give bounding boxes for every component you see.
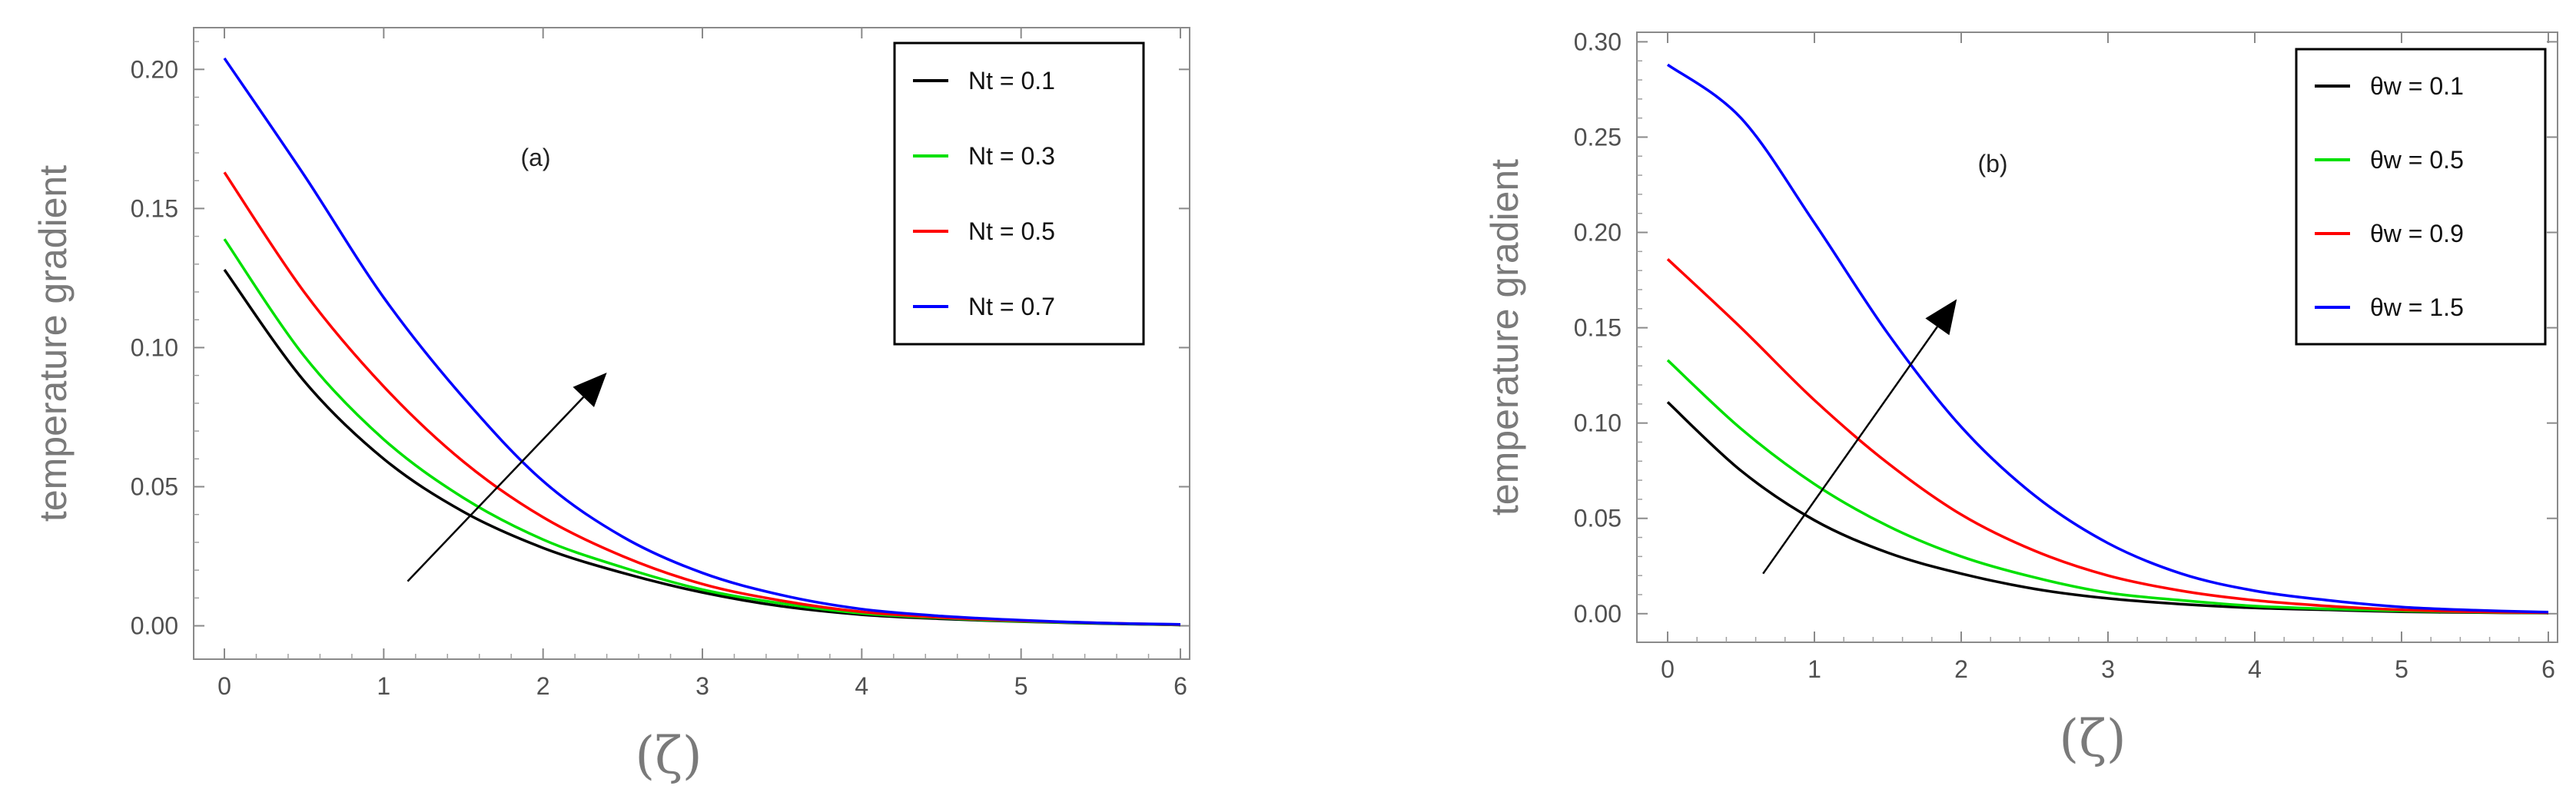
- x-tick-label: 2: [536, 672, 550, 700]
- y-axis-title: temperature gradient: [1483, 159, 1526, 516]
- plot-frame: [1636, 31, 2558, 643]
- x-tick-label: 6: [1173, 672, 1187, 700]
- y-tick-label: 0.30: [1574, 28, 1622, 55]
- x-tick-label: 0: [217, 672, 231, 700]
- series-line-3: [1666, 258, 2549, 615]
- y-tick-label: 0.15: [131, 194, 178, 222]
- x-tick-label: 1: [377, 672, 390, 700]
- x-tick-label: 6: [2541, 655, 2555, 683]
- y-tick-label: 0.00: [131, 612, 178, 640]
- x-tick-label: 3: [695, 672, 709, 700]
- trend-arrow-head: [573, 373, 607, 407]
- trend-arrow-shaft: [1762, 326, 1938, 575]
- legend-label-2: θw = 0.5: [2370, 146, 2464, 174]
- y-tick-label: 0.10: [131, 333, 178, 361]
- trend-arrow-shaft: [407, 396, 585, 582]
- series-line-1: [1666, 401, 2549, 615]
- panel-label: (a): [520, 144, 550, 171]
- y-tick-label: 0.20: [1574, 219, 1622, 247]
- trend-arrow-head: [1925, 299, 1957, 336]
- y-tick-label: 0.05: [1574, 505, 1622, 532]
- y-axis-title: temperature gradient: [32, 165, 75, 522]
- y-tick-label: 0.00: [1574, 600, 1622, 628]
- legend-box: [2295, 48, 2547, 346]
- legend-label-1: θw = 0.1: [2370, 72, 2464, 100]
- x-tick-label: 5: [1014, 672, 1028, 700]
- legend-label-2: Nt = 0.3: [968, 142, 1055, 170]
- series-line-4: [223, 57, 1181, 626]
- legend-label-3: Nt = 0.5: [968, 217, 1055, 245]
- series-line-4: [1666, 63, 2549, 614]
- plot-frame: [193, 27, 1190, 660]
- x-tick-label: 4: [2248, 655, 2262, 683]
- legend-label-3: θw = 0.9: [2370, 220, 2464, 247]
- x-tick-label: 3: [2101, 655, 2115, 683]
- legend-label-4: Nt = 0.7: [968, 293, 1055, 320]
- x-tick-label: 4: [855, 672, 868, 700]
- x-axis-title: (ζ): [2059, 709, 2126, 768]
- y-tick-label: 0.10: [1574, 409, 1622, 437]
- y-tick-label: 0.15: [1574, 314, 1622, 342]
- x-axis-title: (ζ): [635, 726, 702, 785]
- x-tick-label: 0: [1661, 655, 1675, 683]
- panel-b: 0 1 2 3 4 5 6 0.00 0.05 0.10 0.15 0.20 0.25 0.30 tempe…: [1483, 28, 2558, 768]
- y-tick-label: 0.05: [131, 472, 178, 500]
- legend-box: [893, 41, 1145, 346]
- legend-label-4: θw = 1.5: [2370, 293, 2464, 321]
- x-tick-label: 5: [2395, 655, 2408, 683]
- legend-label-1: Nt = 0.1: [968, 67, 1055, 94]
- x-tick-label: 2: [1954, 655, 1968, 683]
- y-tick-label: 0.20: [131, 55, 178, 83]
- x-tick-label: 1: [1808, 655, 1821, 683]
- panel-a: 0 1 2 3 4 5 6 0.00 0.05 0.10 0.15 0.20 temperature g…: [32, 27, 1190, 785]
- y-tick-label: 0.25: [1574, 123, 1622, 151]
- panel-label: (b): [1977, 150, 2007, 177]
